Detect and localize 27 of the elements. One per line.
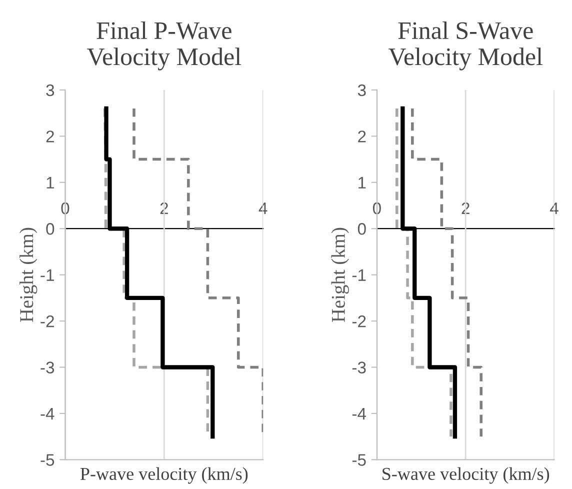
chart-title: Final P-Wave Velocity Model	[87, 21, 242, 70]
y-tick-label: 3	[46, 84, 54, 96]
x-axis-title: P-wave velocity (km/s)	[80, 467, 248, 484]
y-axis-title: Height (km)	[20, 228, 38, 322]
x-axis-title: S-wave velocity (km/s)	[382, 467, 550, 484]
y-tick-label: 3	[358, 84, 366, 96]
y-tick-label: -3	[352, 362, 366, 374]
y-tick-label: 2	[358, 130, 366, 142]
x-tick-label: 4	[550, 202, 558, 214]
y-tick-label: -2	[352, 315, 366, 328]
chart-title: Final S-Wave Velocity Model	[388, 21, 543, 70]
y-tick-label: -4	[352, 408, 366, 420]
y-tick-label: -5	[40, 454, 54, 466]
x-tick-label: 0	[61, 202, 70, 214]
y-tick-label: 0	[358, 223, 366, 235]
y-tick-label: -1	[40, 269, 54, 281]
y-tick-label: 2	[46, 130, 54, 142]
y-tick-label: 1	[46, 176, 54, 188]
y-tick-label: -2	[40, 315, 54, 328]
y-tick-label: 0	[46, 223, 54, 235]
y-tick-label: 1	[358, 176, 366, 188]
y-axis-title: Height (km)	[331, 228, 349, 322]
y-tick-label: -3	[40, 362, 54, 374]
line-series	[411, 107, 483, 438]
y-tick-label: -5	[352, 454, 366, 466]
y-tick-label: -4	[40, 408, 54, 420]
y-tick-label: -1	[352, 269, 366, 281]
